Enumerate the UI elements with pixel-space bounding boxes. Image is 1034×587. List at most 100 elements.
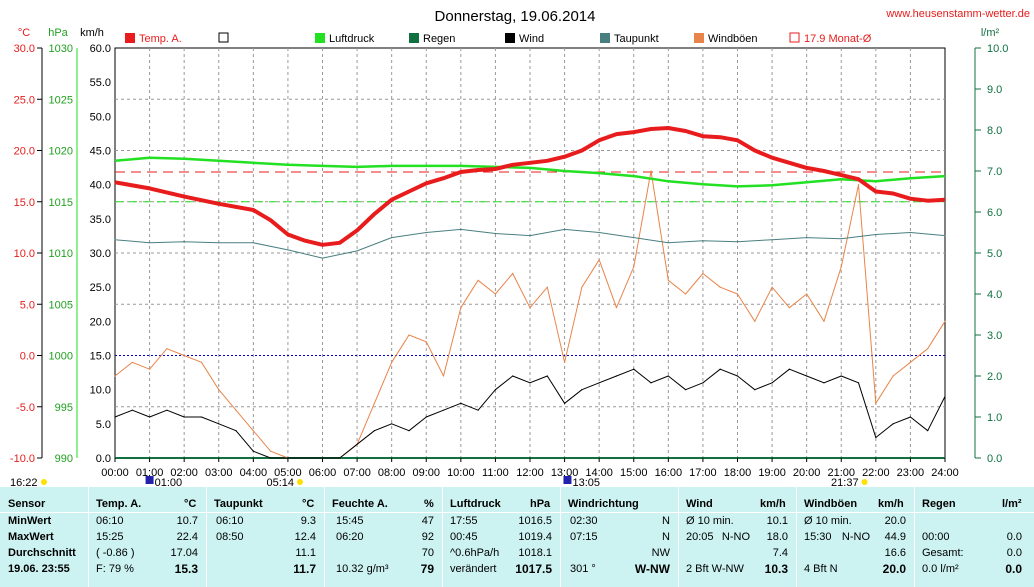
- time-tick-label: 24:00: [931, 467, 959, 479]
- cell-press-v: 1017.5: [515, 562, 552, 576]
- cell-temp-t: F: 79 %: [96, 563, 134, 575]
- cell-wind-v: 18.0: [766, 531, 788, 543]
- data-point: [788, 368, 790, 370]
- pressure-tick-label: 1020: [49, 146, 73, 158]
- data-point: [563, 402, 566, 404]
- data-point: [788, 307, 790, 309]
- data-point: [321, 257, 324, 259]
- data-point: [391, 237, 393, 239]
- sunrise-time: 05:14: [266, 477, 294, 487]
- data-point: [892, 375, 894, 377]
- cell-gust-t: 4 Bft N: [804, 563, 838, 575]
- data-point: [667, 242, 669, 244]
- cell-press-t: 17:55: [450, 515, 478, 527]
- data-point: [771, 286, 773, 288]
- cell-wind-t: 2 Bft W-NW: [686, 563, 744, 575]
- cell-dir-v: N: [662, 515, 670, 527]
- moon-time: 01:00: [155, 477, 183, 487]
- time-tick-label: 10:00: [447, 467, 475, 479]
- data-point: [927, 348, 929, 350]
- data-point: [148, 242, 151, 244]
- speed-tick-label: 0.0: [96, 453, 111, 465]
- time-tick-label: 21:00: [827, 467, 855, 479]
- sun-markers: 05:14 21:37 16:22 01:00 13:05: [10, 476, 868, 487]
- sunrise-icon: [296, 479, 303, 485]
- legend-swatch: [218, 32, 229, 43]
- speed-tick-label: 45.0: [90, 146, 111, 158]
- stats-table: Sensor Temp. A. °C Taupunkt °C Feuchte A…: [0, 487, 1034, 587]
- data-point: [183, 241, 185, 243]
- site-link[interactable]: www.heusenstamm-wetter.de: [885, 8, 1030, 20]
- data-point: [287, 249, 289, 251]
- speed-tick-label: 15.0: [90, 351, 111, 363]
- legend-swatch: [125, 33, 135, 43]
- data-point: [702, 272, 704, 275]
- cell-gust-v: 20.0: [882, 562, 906, 576]
- cell-hum-t: 06:20: [336, 531, 364, 543]
- data-point: [425, 341, 427, 343]
- hdr-gust: Windböen: [804, 498, 858, 510]
- time-tick-label: 04:00: [240, 467, 268, 479]
- data-point: [598, 259, 600, 261]
- cell-gust-v: 16.6: [884, 547, 906, 559]
- moon-icon: [563, 476, 572, 484]
- data-point: [754, 320, 756, 322]
- data-point: [875, 436, 877, 439]
- cell-temp-t: 15:25: [96, 531, 124, 543]
- hdr-dir: Windrichtung: [568, 498, 639, 510]
- data-point: [460, 307, 462, 309]
- data-point: [425, 416, 427, 418]
- time-tick-label: 20:00: [793, 467, 821, 479]
- speed-tick-label: 55.0: [90, 77, 111, 89]
- data-point: [477, 409, 479, 411]
- cell-press-t: ^0.6hPa/h: [450, 547, 500, 559]
- moon-time: 13:05: [572, 477, 600, 487]
- data-point: [442, 409, 445, 411]
- hdr-press: Luftdruck: [450, 498, 501, 510]
- cell-temp-t: 06:10: [96, 515, 124, 527]
- time-tick-label: 12:00: [516, 467, 544, 479]
- cell-wind-d: N-NO: [721, 531, 750, 543]
- speed-tick-label: 10.0: [90, 385, 111, 397]
- data-point: [218, 423, 220, 425]
- data-point: [148, 368, 151, 370]
- cell-dir-v: W-NW: [634, 562, 670, 576]
- rain-tick-label: 2.0: [987, 371, 1002, 383]
- axes: 30.0 25.0 20.0 15.0 10.0 5.0 0.0 -5.0 -10.0 1030 1…: [10, 43, 1009, 479]
- data-point: [892, 423, 894, 425]
- cell-gust-d: N-NO: [841, 531, 870, 543]
- data-point: [944, 234, 946, 237]
- data-point: [373, 430, 375, 432]
- data-point: [598, 231, 600, 234]
- sunset-time: 21:37: [831, 477, 859, 487]
- data-point: [131, 409, 133, 411]
- row-label: 19.06. 23:55: [8, 563, 70, 575]
- hdr-wind: Wind: [686, 498, 713, 510]
- data-point: [391, 423, 393, 425]
- data-point: [529, 307, 531, 309]
- hdr-rain: Regen: [922, 498, 956, 510]
- cell-dir-v: N: [662, 531, 670, 543]
- data-point: [425, 231, 427, 234]
- cell-temp-t: ( -0.86 ): [96, 547, 135, 559]
- cell-gust-v: 20.0: [884, 515, 906, 527]
- data-point: [581, 286, 583, 288]
- data-point: [494, 232, 497, 235]
- cell-rain-t: 0.0 l/m²: [922, 563, 959, 575]
- data-point: [667, 279, 669, 281]
- cell-dir-v: NW: [651, 547, 670, 559]
- hdr-dew: Taupunkt: [214, 498, 263, 510]
- data-point: [304, 457, 306, 459]
- rain-tick-label: 4.0: [987, 289, 1002, 301]
- data-point: [702, 382, 704, 384]
- cell-wind-t: Ø 10 min.: [686, 515, 734, 527]
- pressure-tick-label: 995: [55, 402, 73, 414]
- cell-rain-v: 0.0: [1006, 547, 1022, 559]
- pressure-tick-label: 1010: [49, 248, 73, 260]
- temp-tick-label: -5.0: [16, 402, 35, 414]
- legend-label: Temp. A.: [139, 33, 182, 45]
- legend-label: Windböen: [708, 33, 758, 45]
- cell-gust-t: 15:30: [804, 531, 832, 543]
- data-point: [806, 293, 808, 295]
- cell-rain-t: Gesamt:: [922, 547, 964, 559]
